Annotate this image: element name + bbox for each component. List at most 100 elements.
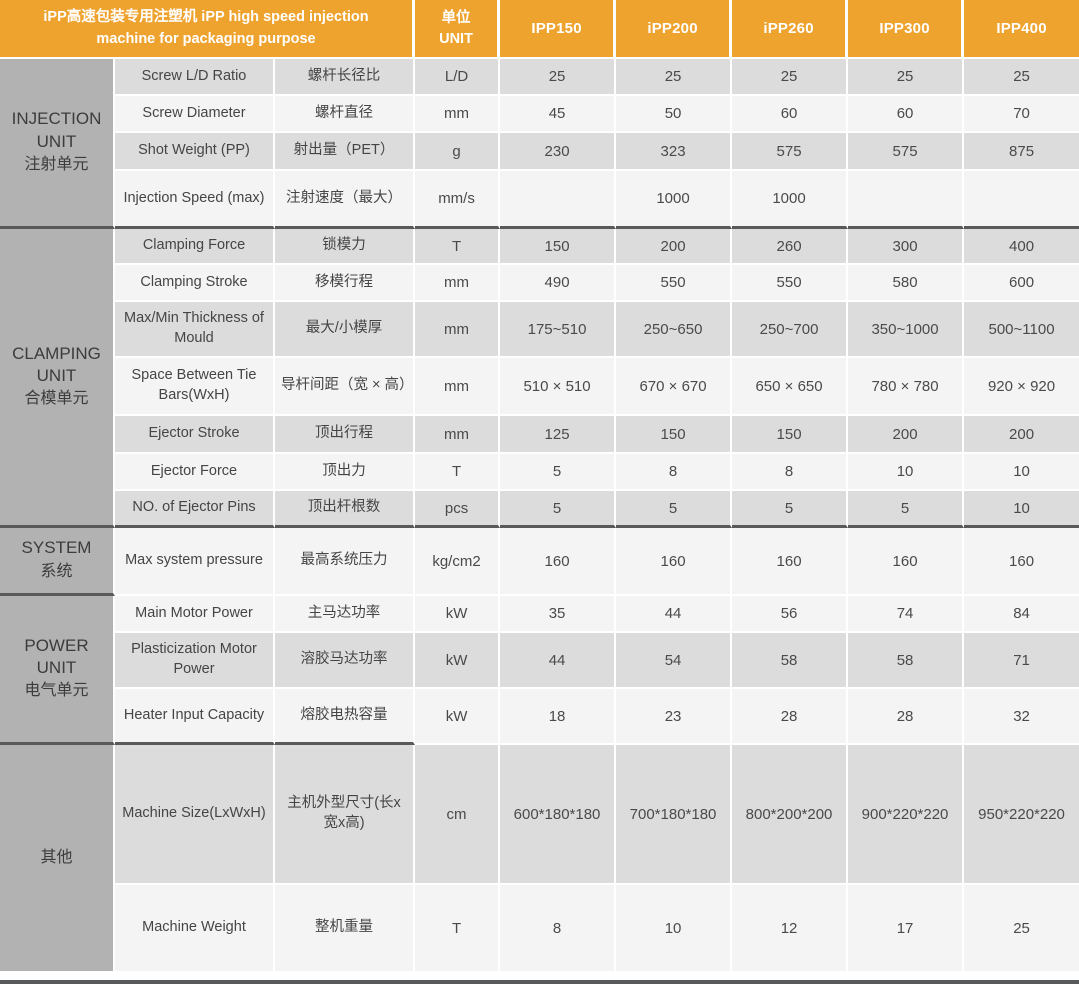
group-label-en: POWER UNIT <box>24 635 89 677</box>
spec-row: Max/Min Thickness of Mould 最大/小模厚 mm 175~51… <box>0 302 1079 358</box>
value-cell: 28 <box>732 689 849 745</box>
value-cell: 54 <box>616 633 733 689</box>
value-cell: 56 <box>732 596 849 633</box>
group-label-en: SYSTEM <box>21 538 92 558</box>
spec-name-en: NO. of Ejector Pins <box>115 491 275 528</box>
spec-name-en: Heater Input Capacity <box>115 689 275 745</box>
value-cell: 10 <box>964 454 1079 491</box>
value-cell: 580 <box>848 265 965 302</box>
group-label-zh: 合模单元 <box>24 390 89 408</box>
value-cell: 44 <box>500 633 617 689</box>
spec-row: Shot Weight (PP) 射出量（PET） g 230 323 575 575 875 <box>0 133 1079 171</box>
spec-name-en: Main Motor Power <box>115 596 275 633</box>
value-cell: 25 <box>964 59 1079 96</box>
spec-name-zh: 锁模力 <box>275 229 416 265</box>
spec-row: POWER UNIT 电气单元 Main Motor Power 主马达功率 kW 35 4… <box>0 596 1079 745</box>
value-cell: 74 <box>848 596 965 633</box>
spec-name-en: Screw Diameter <box>115 96 275 133</box>
value-cell: 550 <box>616 265 733 302</box>
unit-cell: T <box>415 454 501 491</box>
spec-row: NO. of Ejector Pins 顶出杆根数 pcs 5 5 5 5 10 <box>0 491 1079 528</box>
spec-name-zh: 顶出力 <box>275 454 416 491</box>
value-cell: 70 <box>964 96 1079 133</box>
value-cell: 12 <box>732 885 849 973</box>
value-cell: 150 <box>500 229 617 265</box>
value-cell: 260 <box>732 229 849 265</box>
unit-cell: mm <box>415 265 501 302</box>
unit-cell: kg/cm2 <box>415 528 501 596</box>
value-cell: 650 × 650 <box>732 358 849 416</box>
group-cell: INJECTION UNIT 注射单元 <box>0 59 115 229</box>
group-cell: 其他 <box>0 745 115 973</box>
value-cell: 600 <box>964 265 1079 302</box>
unit-cell: kW <box>415 596 501 633</box>
group-label-en: CLAMPING UNIT <box>12 343 101 385</box>
spec-name-en: Injection Speed (max) <box>115 171 275 229</box>
value-cell: 160 <box>500 528 617 596</box>
value-cell: 10 <box>964 491 1079 528</box>
unit-cell: T <box>415 885 501 973</box>
group-label-zh: 注射单元 <box>24 155 89 173</box>
spec-name-en: Plasticization Motor Power <box>115 633 275 689</box>
value-cell: 5 <box>500 454 617 491</box>
value-cell: 510 × 510 <box>500 358 617 416</box>
value-cell: 490 <box>500 265 617 302</box>
spec-name-zh: 溶胶马达功率 <box>275 633 416 689</box>
unit-cell: T <box>415 229 501 265</box>
group-label-zh: 系统 <box>40 562 73 580</box>
unit-header-en: UNIT <box>439 30 473 47</box>
group-cell: CLAMPING UNIT 合模单元 <box>0 229 115 528</box>
value-cell: 575 <box>732 133 849 171</box>
spec-name-en: Machine Size(LxWxH) <box>115 745 275 885</box>
value-cell: 5 <box>500 491 617 528</box>
group-label-zh: 电气单元 <box>24 682 89 700</box>
value-cell: 44 <box>616 596 733 633</box>
value-cell: 25 <box>732 59 849 96</box>
unit-cell: kW <box>415 633 501 689</box>
model-header-ipp150: IPP150 <box>500 0 617 59</box>
unit-cell: mm <box>415 416 501 454</box>
value-cell: 250~650 <box>616 302 733 358</box>
spec-name-zh: 导杆间距（宽 × 高） <box>275 358 416 416</box>
spec-row: Space Between Tie Bars(WxH) 导杆间距（宽 × 高） mm… <box>0 358 1079 416</box>
unit-cell: mm/s <box>415 171 501 229</box>
value-cell: 5 <box>616 491 733 528</box>
value-cell: 160 <box>848 528 965 596</box>
value-cell: 230 <box>500 133 617 171</box>
model-header-ipp300: IPP300 <box>848 0 965 59</box>
value-cell: 84 <box>964 596 1079 633</box>
unit-cell: L/D <box>415 59 501 96</box>
group-label-en: INJECTION UNIT <box>11 109 102 151</box>
value-cell: 920 × 920 <box>964 358 1079 416</box>
model-header-ipp200: iPP200 <box>616 0 733 59</box>
value-cell: 875 <box>964 133 1079 171</box>
value-cell: 1000 <box>616 171 733 229</box>
value-cell: 800*200*200 <box>732 745 849 885</box>
value-cell: 58 <box>848 633 965 689</box>
value-cell: 200 <box>964 416 1079 454</box>
value-cell: 5 <box>732 491 849 528</box>
value-cell: 900*220*220 <box>848 745 965 885</box>
value-cell: 5 <box>848 491 965 528</box>
unit-cell: g <box>415 133 501 171</box>
value-cell: 350~1000 <box>848 302 965 358</box>
spec-name-zh: 移模行程 <box>275 265 416 302</box>
value-cell: 200 <box>848 416 965 454</box>
spec-row: SYSTEM 系统 Max system pressure 最高系统压力 kg/cm2 1… <box>0 528 1079 596</box>
value-cell: 60 <box>848 96 965 133</box>
group-cell: POWER UNIT 电气单元 <box>0 596 115 745</box>
value-cell: 150 <box>732 416 849 454</box>
value-cell: 8 <box>500 885 617 973</box>
value-cell: 45 <box>500 96 617 133</box>
spec-name-zh: 整机重量 <box>275 885 416 973</box>
group-label-zh: 其他 <box>40 849 73 866</box>
group-cell: SYSTEM 系统 <box>0 528 115 596</box>
value-cell: 35 <box>500 596 617 633</box>
value-cell: 32 <box>964 689 1079 745</box>
spec-name-zh: 螺杆直径 <box>275 96 416 133</box>
value-cell: 670 × 670 <box>616 358 733 416</box>
spec-name-zh: 主机外型尺寸(长x宽x高) <box>275 745 416 885</box>
value-cell: 60 <box>732 96 849 133</box>
spec-name-zh: 最大/小模厚 <box>275 302 416 358</box>
